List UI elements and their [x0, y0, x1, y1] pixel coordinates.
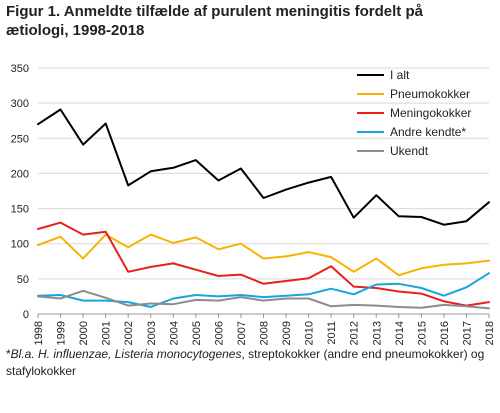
x-tick-label-2011: 2011: [326, 321, 338, 345]
y-tick-label-200: 200: [11, 168, 29, 180]
legend-label-i-alt: I alt: [390, 68, 410, 82]
x-tick-label-2013: 2013: [371, 321, 383, 345]
footnote-italic: Bl.a. H. influenzae, Listeria monocytoge…: [10, 347, 242, 361]
x-tick-label-2008: 2008: [259, 321, 271, 345]
x-tick-label-2000: 2000: [78, 321, 90, 345]
x-tick-label-1999: 1999: [56, 321, 68, 345]
y-tick-label-350: 350: [11, 63, 29, 75]
chart-title: Figur 1. Anmeldte tilfælde af purulent m…: [6, 3, 423, 39]
y-tick-labels: 0 50 100 150 200 250 300 350: [11, 63, 29, 321]
y-tick-label-100: 100: [11, 239, 29, 251]
x-tick-label-2018: 2018: [484, 321, 496, 345]
x-tick-label-2015: 2015: [416, 321, 428, 345]
series-line-pneumokokker: [37, 233, 490, 277]
series-line-ukendt: [37, 289, 490, 310]
x-tick-labels: 1998 1999 2000 2001 2002 2003 2004 2005 2006 2007…: [33, 321, 496, 345]
x-tick-label-2016: 2016: [439, 321, 451, 345]
axes: [37, 313, 490, 318]
x-tick-label-2017: 2017: [461, 321, 473, 345]
legend-label-pneumokokker: Pneumokokker: [390, 87, 470, 101]
x-tick-label-2004: 2004: [168, 321, 180, 345]
footnote: *Bl.a. H. influenzae, Listeria monocytog…: [6, 346, 486, 380]
y-tick-label-0: 0: [23, 309, 29, 321]
series-line-andre-kendte: [37, 272, 490, 308]
x-tick-label-2003: 2003: [146, 321, 158, 345]
footnote-mark: *: [6, 347, 11, 361]
series-line-i-alt: [37, 108, 490, 226]
x-tick-label-2009: 2009: [281, 321, 293, 345]
legend-label-meningokokker: Meningokokker: [390, 106, 471, 120]
x-tick-label-2005: 2005: [191, 321, 203, 345]
y-tick-label-300: 300: [11, 98, 29, 110]
legend-label-andre-kendte: Andre kendte*: [390, 125, 466, 139]
y-tick-label-150: 150: [11, 204, 29, 216]
x-tick-label-2001: 2001: [101, 321, 113, 345]
series-lines: [37, 108, 490, 310]
x-tick-label-2010: 2010: [304, 321, 316, 345]
footnote-text: , streptokokker (andre end pneumokokker)…: [6, 347, 485, 378]
x-tick-label-2006: 2006: [213, 321, 225, 345]
x-tick-label-2007: 2007: [236, 321, 248, 345]
legend: I alt Pneumokokker Meningokokker Andre kend…: [357, 68, 471, 158]
legend-label-ukendt: Ukendt: [390, 144, 429, 158]
y-tick-label-50: 50: [17, 274, 29, 286]
y-tick-label-250: 250: [11, 133, 29, 145]
x-tick-label-2012: 2012: [349, 321, 361, 345]
x-tick-label-2014: 2014: [394, 321, 406, 345]
series-line-meningokokker: [37, 221, 490, 307]
x-tick-label-2002: 2002: [123, 321, 135, 345]
x-tick-label-1998: 1998: [33, 321, 45, 345]
